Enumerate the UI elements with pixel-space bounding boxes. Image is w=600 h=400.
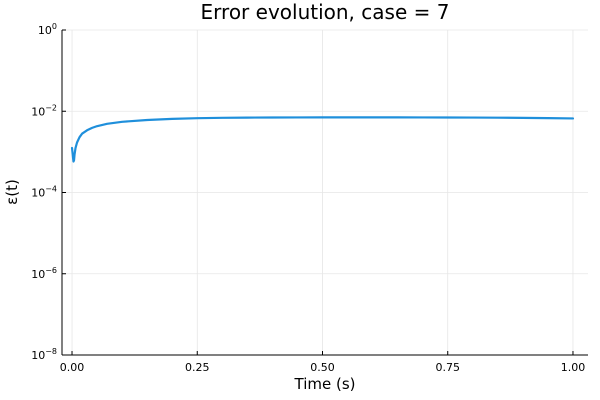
x-tick-label: 0.25	[185, 361, 210, 374]
x-axis-title: Time (s)	[294, 375, 356, 393]
y-tick-label: 10−2	[31, 103, 57, 118]
x-ticks: 0.00 0.25 0.50 0.75 1.00	[60, 351, 585, 374]
series-group	[70, 116, 575, 163]
x-tick-label: 0.00	[60, 361, 85, 374]
x-tick-label: 0.75	[435, 361, 460, 374]
y-tick-label: 100	[38, 22, 57, 37]
x-tick-label: 1.00	[561, 361, 586, 374]
grid	[62, 29, 588, 356]
chart-title: Error evolution, case = 7	[201, 0, 450, 24]
x-tick-label: 0.50	[310, 361, 335, 374]
y-ticks: 10−8 10−6 10−4 10−2 100	[31, 22, 66, 362]
y-tick-label: 10−8	[31, 347, 57, 362]
y-axis-title: ε(t)	[3, 179, 21, 205]
series-line	[70, 116, 575, 163]
y-tick-label: 10−6	[31, 266, 57, 281]
y-tick-label: 10−4	[31, 185, 57, 200]
